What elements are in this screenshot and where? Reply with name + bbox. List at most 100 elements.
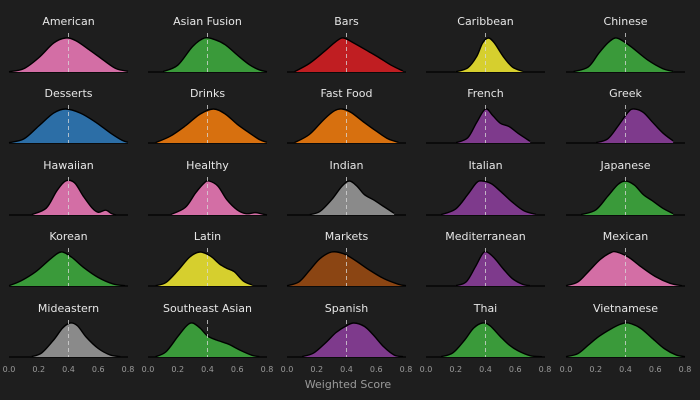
panel-title: Caribbean [457,15,513,28]
density-outline [8,108,129,144]
density-outline [565,322,686,358]
panel-spanish: Spanish [287,302,406,358]
x-tick-label: 0.0 [420,365,433,374]
density-outline [294,108,399,144]
density-outline [8,251,126,287]
panels-layer: American Asian Fusion Bars Caribbean Chinese… [8,15,686,358]
x-tick-label: 0.2 [32,365,45,374]
density-area [9,251,126,286]
panel-asian-fusion: Asian Fusion [148,15,268,73]
panel-vietnamese: Vietnamese [565,302,686,358]
density-area [580,180,674,215]
x-tick-label: 0.4 [62,365,75,374]
panel-drinks: Drinks [148,87,268,144]
density-outline [294,37,404,73]
panel-american: American [8,15,129,73]
density-outline [301,322,404,358]
x-tick-label: 0.2 [449,365,462,374]
density-outline [162,36,268,73]
x-tick-label: 0.8 [400,365,413,374]
panel-hawaiian: Hawaiian [9,159,128,216]
density-outline [595,108,674,144]
density-area [566,322,685,357]
panel-fast-food: Fast Food [287,87,406,144]
panel-japanese: Japanese [566,159,685,216]
panel-title: American [42,15,94,28]
density-area [440,180,537,215]
x-tick-label: 0.8 [122,365,135,374]
panel-latin: Latin [148,230,267,287]
panel-title: Indian [330,159,364,172]
density-outline [286,251,407,287]
panel-title: Bars [334,15,359,28]
density-outline [455,37,523,73]
panel-markets: Markets [286,230,407,287]
density-outline [455,250,531,287]
panel-title: Markets [325,230,369,243]
panel-mexican: Mexican [565,230,685,287]
panel-bars: Bars [287,15,406,73]
panel-title: Chinese [604,15,648,28]
density-outline [440,180,537,216]
density-outline [455,108,531,144]
density-area [309,181,395,215]
x-tick-label: 0.0 [3,365,16,374]
panel-title: Southeast Asian [163,302,252,315]
panel-korean: Korean [8,230,128,287]
density-outline [8,37,129,73]
panel-title: Thai [473,302,498,315]
x-tick-label: 0.8 [539,365,552,374]
density-outline [155,108,268,144]
x-tick-label: 0.0 [281,365,294,374]
panel-italian: Italian [426,159,545,216]
x-tick-label: 0.6 [649,365,662,374]
density-area [155,109,267,143]
panel-title: Healthy [186,159,229,172]
density-area [566,251,683,286]
density-outline [31,322,121,358]
panel-title: Japanese [600,159,651,172]
panel-title: French [467,87,504,100]
panel-title: Greek [609,87,642,100]
x-tick-label: 0.2 [171,365,184,374]
panel-title: Fast Food [321,87,373,100]
x-tick-label: 0.6 [231,365,244,374]
panel-french: French [426,87,545,144]
panel-title: Desserts [44,87,92,100]
x-tick-label: 0.4 [201,365,214,374]
x-tick-label: 0.6 [92,365,105,374]
panel-chinese: Chinese [566,15,685,73]
density-area [573,37,674,72]
panel-desserts: Desserts [8,87,129,144]
density-area [294,37,404,72]
density-area [155,251,253,286]
x-tick-label: 0.6 [509,365,522,374]
density-area [440,322,543,357]
x-tick-label: 0.4 [619,365,632,374]
density-outline [580,180,674,216]
x-axis-label: Weighted Score [305,378,392,391]
panel-title: Drinks [190,87,225,100]
density-area [31,180,117,215]
panel-mediterranean: Mediterranean [426,230,545,287]
density-area [162,37,267,72]
panel-greek: Greek [566,87,685,144]
panel-caribbean: Caribbean [426,15,545,73]
panel-title: Mideastern [38,302,99,315]
x-tick-label: 0.0 [560,365,573,374]
density-area [170,180,267,215]
density-area [455,108,531,143]
panel-title: Mediterranean [445,230,525,243]
panel-healthy: Healthy [148,159,268,216]
panel-title: Asian Fusion [173,15,242,28]
density-outline [155,322,260,358]
panel-title: Vietnamese [593,302,658,315]
density-outline [170,180,268,216]
density-outline [309,180,395,216]
x-tick-label: 0.8 [679,365,692,374]
density-outline [155,251,253,287]
panel-title: Korean [49,230,87,243]
panel-title: Mexican [603,230,648,243]
density-area [155,322,260,357]
